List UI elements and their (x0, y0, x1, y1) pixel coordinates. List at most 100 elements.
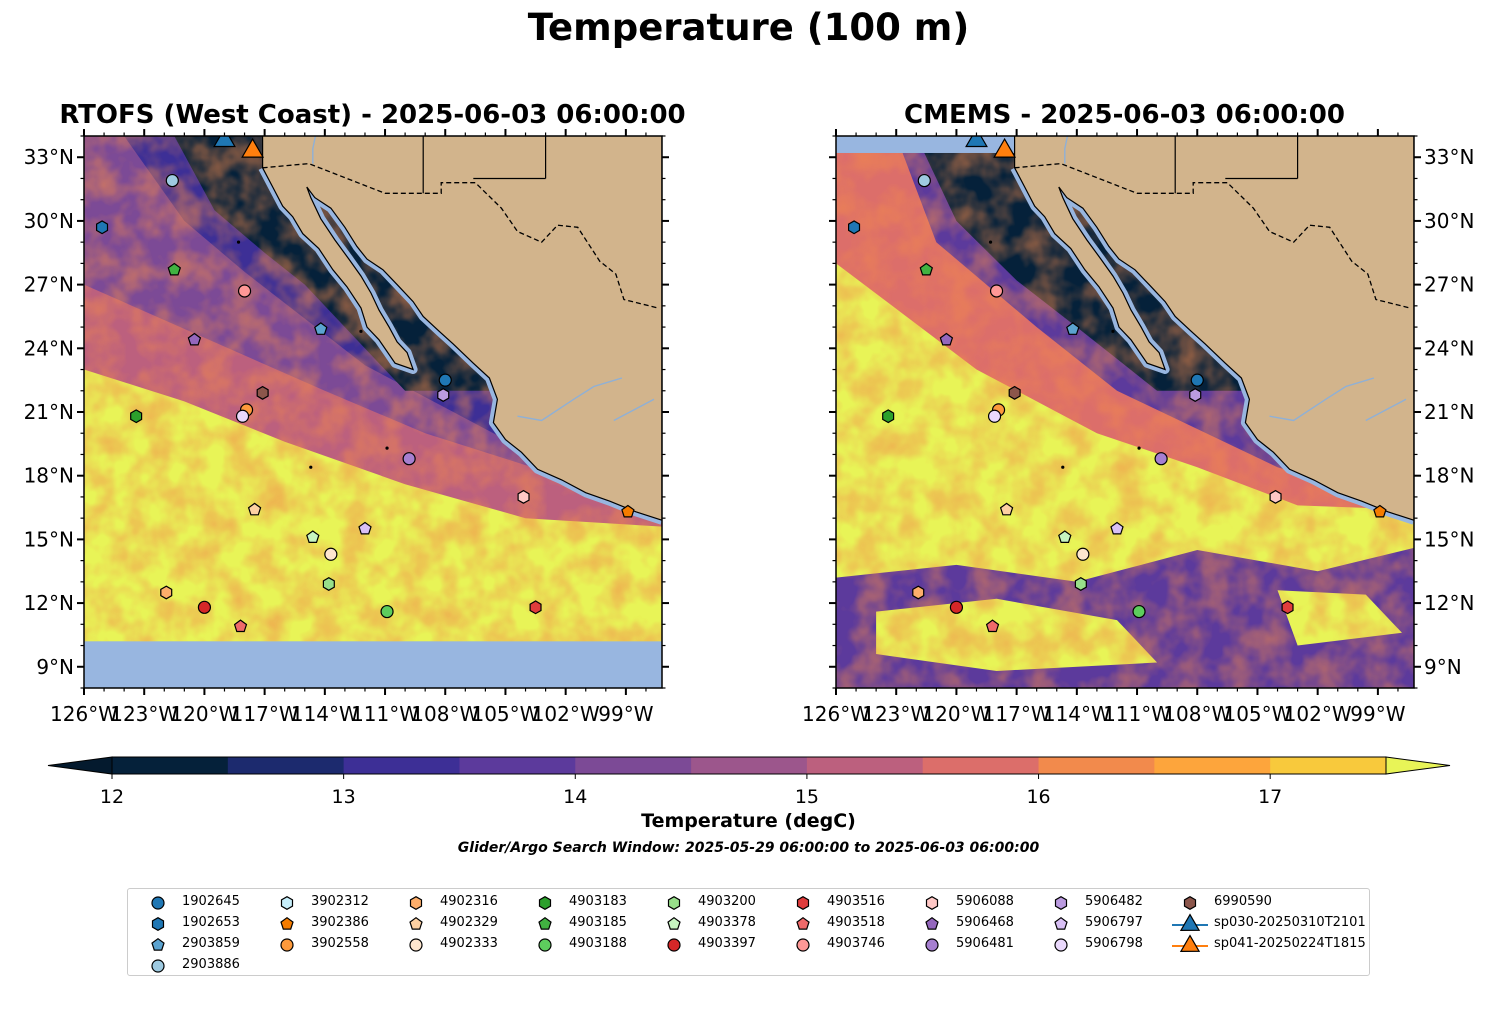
legend-label: 3902386 (311, 915, 369, 930)
legend-marker-circle-icon (151, 896, 165, 910)
float-marker-4903397[interactable] (197, 600, 212, 614)
map-panel-cmems[interactable]: 33°N 30°N 27°N 24°N 21°N 18°N 15°N 12°N 9°N 126°W… (802, 125, 1474, 726)
legend-glyph[interactable] (1183, 896, 1197, 910)
legend-glyph[interactable] (151, 896, 165, 910)
legend-glyph[interactable] (280, 938, 294, 952)
legend-glyph[interactable] (151, 937, 165, 951)
legend-glyph[interactable] (409, 916, 423, 930)
float-marker-4903518[interactable] (233, 619, 248, 633)
float-marker-2903859[interactable] (1066, 322, 1080, 335)
lat-tick-label: 27°N (24, 273, 74, 297)
legend-glyph[interactable] (1179, 913, 1201, 932)
lat-tick-label: 18°N (24, 464, 74, 488)
float-marker-6990590[interactable] (1008, 385, 1021, 400)
legend-glyph[interactable] (538, 916, 552, 930)
lat-tick-label: 12°N (1424, 591, 1474, 615)
legend-glyph[interactable] (667, 916, 681, 930)
lon-tick-label: 114°W (1043, 702, 1111, 726)
float-marker-4903183[interactable] (882, 409, 895, 424)
float-marker-4903518[interactable] (985, 619, 1000, 633)
colorbar-bin (691, 757, 808, 774)
legend-label: sp030-20250310T2101 (1214, 915, 1366, 930)
glider-marker-sp041-20250224T1815[interactable] (241, 137, 265, 158)
legend-glyph[interactable] (1054, 938, 1068, 952)
float-marker-4903516[interactable] (1281, 600, 1294, 615)
float-marker-5906798[interactable] (987, 409, 1002, 423)
float-marker-3902386[interactable] (621, 504, 635, 518)
legend-glyph[interactable] (925, 916, 939, 930)
float-marker-4903200[interactable] (1074, 577, 1087, 591)
legend-glyph[interactable] (538, 896, 552, 910)
float-marker-1902645[interactable] (438, 373, 452, 387)
float-marker-4902329[interactable] (247, 502, 262, 516)
map-panel-rtofs[interactable]: 33°N 30°N 27°N 24°N 21°N 18°N 15°N 12°N 9°N 126°W… (24, 125, 686, 726)
float-marker-4902329[interactable] (999, 502, 1014, 516)
float-marker-3902386[interactable] (1373, 504, 1387, 518)
float-marker-3902312[interactable] (675, 531, 686, 544)
legend-glyph[interactable] (925, 896, 939, 910)
float-marker-4902333[interactable] (1076, 547, 1090, 561)
colorbar-over-extend (1385, 756, 1451, 775)
legend-glyph[interactable] (538, 938, 552, 952)
legend-glyph[interactable] (409, 938, 423, 952)
glider-marker-sp030-20250310T2101[interactable] (965, 129, 988, 148)
float-marker-4903746[interactable] (989, 284, 1004, 298)
legend-glyph[interactable] (280, 896, 294, 910)
legend-glyph[interactable] (1054, 896, 1068, 910)
float-marker-5906482[interactable] (437, 388, 450, 402)
float-marker-4903378[interactable] (1058, 530, 1072, 544)
float-marker-4903516[interactable] (529, 600, 542, 615)
lat-tick-label: 24°N (24, 336, 74, 360)
float-marker-4902333[interactable] (324, 547, 338, 561)
glider-marker-sp041-20250224T1815[interactable] (993, 137, 1017, 158)
float-marker-5906088[interactable] (517, 489, 530, 504)
legend-glyph[interactable] (667, 938, 681, 952)
legend-glyph[interactable] (925, 938, 939, 952)
legend-glyph[interactable] (796, 896, 810, 910)
float-marker-4903200[interactable] (322, 577, 335, 591)
float-marker-5906797[interactable] (358, 521, 372, 535)
float-marker-2903859[interactable] (314, 322, 328, 335)
colorbar: 12 13 14 15 16 17 (47, 756, 1451, 808)
float-marker-4902316[interactable] (160, 585, 173, 600)
float-marker-1902653[interactable] (847, 220, 861, 235)
float-marker-5906468[interactable] (939, 332, 954, 346)
legend-label: 4903200 (698, 894, 756, 909)
lat-tick-label: 18°N (1424, 464, 1474, 488)
glider-marker-sp030-20250310T2101[interactable] (213, 129, 236, 148)
float-marker-5906088[interactable] (1269, 489, 1282, 504)
float-marker-5906482[interactable] (1189, 388, 1202, 402)
float-marker-5906481[interactable] (1154, 452, 1168, 466)
float-marker-5906481[interactable] (402, 452, 416, 466)
float-marker-4903185[interactable] (167, 262, 182, 276)
float-marker-5906798[interactable] (235, 409, 250, 423)
legend-glyph[interactable] (1054, 916, 1068, 930)
float-marker-4903183[interactable] (130, 409, 143, 424)
legend-glyph[interactable] (151, 959, 165, 973)
float-marker-4903378[interactable] (306, 530, 320, 544)
lat-tick-label: 9°N (1424, 655, 1462, 679)
legend-glyph[interactable] (280, 916, 294, 930)
legend-glyph[interactable] (796, 938, 810, 952)
float-marker-4903185[interactable] (919, 262, 934, 276)
legend-marker-pentagon-icon (409, 916, 423, 930)
float-marker-6990590[interactable] (256, 385, 269, 400)
land-mask (262, 136, 662, 521)
float-marker-4903746[interactable] (237, 284, 252, 298)
float-marker-5906468[interactable] (187, 332, 202, 346)
float-marker-5906797[interactable] (1110, 521, 1124, 535)
float-marker-4903397[interactable] (949, 600, 964, 614)
float-marker-4903188[interactable] (380, 604, 394, 619)
float-marker-1902653[interactable] (95, 220, 109, 235)
float-marker-1902645[interactable] (1190, 373, 1204, 387)
float-marker-4903188[interactable] (1132, 604, 1146, 619)
legend-glyph[interactable] (409, 896, 423, 910)
legend-glyph[interactable] (151, 917, 165, 931)
legend-glyph[interactable] (667, 896, 681, 910)
legend-glyph[interactable] (796, 916, 810, 930)
float-marker-2903886[interactable] (917, 173, 931, 188)
float-marker-4902316[interactable] (912, 585, 925, 600)
legend-glyph[interactable] (1179, 934, 1201, 953)
float-marker-2903886[interactable] (165, 173, 179, 188)
